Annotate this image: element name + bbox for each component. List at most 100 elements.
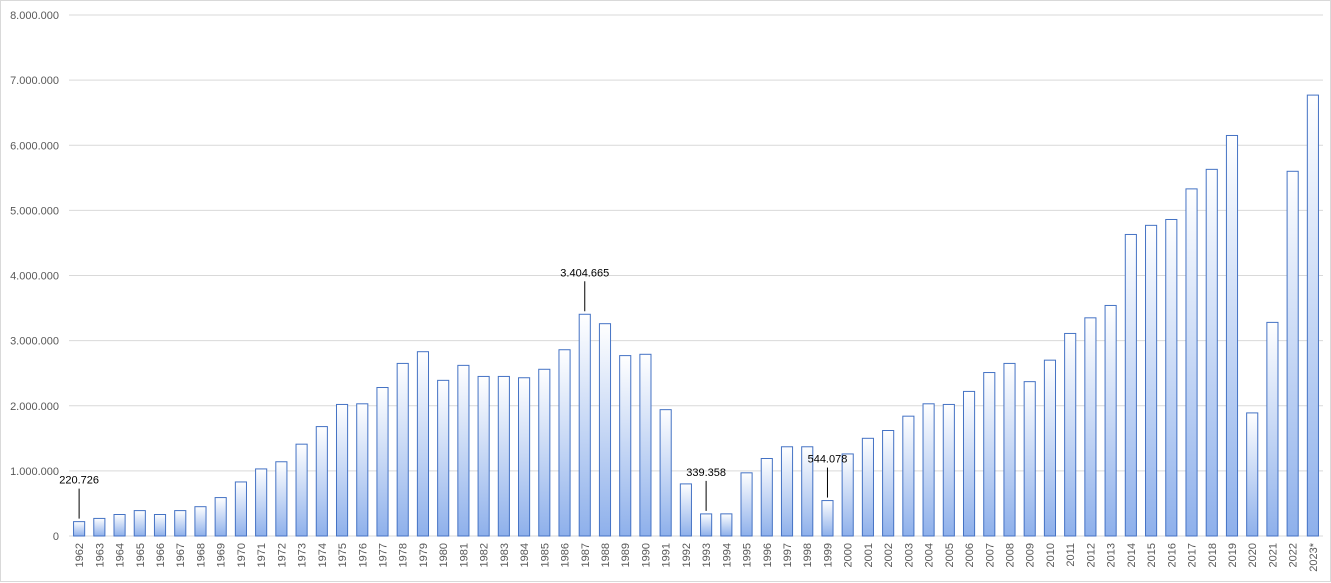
- bar-2012: [1084, 317, 1097, 537]
- bar-2000: [841, 453, 854, 537]
- x-tick-label: 2007: [984, 543, 996, 567]
- bar-1962: [73, 521, 86, 537]
- bar-2002: [882, 430, 895, 537]
- x-tick-label: 2003: [903, 543, 915, 567]
- x-tick-label: 1971: [256, 543, 268, 567]
- y-axis: 0 1.000.000 2.000.000 3.000.000 4.000.000 5.0…: [10, 10, 59, 543]
- bar-1978: [396, 362, 409, 537]
- x-tick-label: 2016: [1166, 543, 1178, 567]
- data-label: 220.726: [59, 475, 99, 487]
- bar-1992: [679, 483, 692, 537]
- bar-2011: [1064, 332, 1077, 537]
- x-tick-label: 2004: [924, 543, 936, 567]
- x-tick-label: 1997: [782, 543, 794, 567]
- bar-1970: [234, 481, 247, 537]
- x-tick-label: 1989: [620, 543, 632, 567]
- bar-2017: [1185, 188, 1198, 537]
- x-tick-label: 1987: [580, 543, 592, 567]
- y-tick-label: 3.000.000: [10, 336, 59, 348]
- bar-2004: [922, 403, 935, 537]
- bar-1974: [315, 426, 328, 537]
- bar-2020: [1246, 412, 1259, 537]
- bar-1964: [113, 514, 126, 537]
- bar-1983: [497, 375, 510, 537]
- x-tick-label: 1974: [317, 543, 329, 567]
- bar-1965: [133, 510, 146, 537]
- bar-1996: [760, 458, 773, 537]
- bar-2016: [1165, 218, 1178, 537]
- bar-1982: [477, 375, 490, 537]
- x-tick-label: 2014: [1126, 543, 1138, 567]
- y-tick-label: 0: [53, 531, 59, 543]
- x-tick-label: 2022: [1288, 543, 1300, 567]
- x-tick-label: 1973: [297, 543, 309, 567]
- bar-2018: [1205, 168, 1218, 537]
- bar-1969: [214, 497, 227, 537]
- data-label: 544.078: [808, 454, 848, 466]
- x-tick-label: 1988: [600, 543, 612, 567]
- bar-1967: [174, 510, 187, 537]
- x-tick-label: 1969: [216, 543, 228, 567]
- x-tick-label: 1976: [357, 543, 369, 567]
- bar-2008: [1003, 362, 1016, 537]
- bar-2010: [1043, 359, 1057, 537]
- x-tick-label: 2002: [883, 543, 895, 567]
- bar-2007: [983, 372, 996, 537]
- x-tick-label: 1999: [822, 543, 834, 567]
- bar-1979: [416, 351, 430, 537]
- bar-2003: [902, 415, 915, 537]
- bar-2021: [1266, 321, 1279, 537]
- bar-2001: [861, 437, 874, 537]
- x-tick-label: 2023*: [1308, 542, 1320, 571]
- x-tick-label: 1991: [661, 543, 673, 567]
- bars: [73, 94, 1319, 537]
- bar-2013: [1104, 304, 1117, 537]
- x-tick-label: 1994: [721, 543, 733, 567]
- bar-2022: [1286, 170, 1299, 537]
- y-tick-label: 6.000.000: [10, 140, 59, 152]
- bar-1994: [720, 513, 733, 537]
- bar-2015: [1145, 224, 1158, 537]
- bar-2019: [1225, 134, 1239, 537]
- bar-1966: [153, 514, 167, 537]
- x-tick-label: 2013: [1106, 543, 1118, 567]
- bar-1998: [801, 446, 814, 537]
- bar-1991: [659, 409, 672, 537]
- x-tick-label: 1990: [640, 543, 652, 567]
- y-tick-label: 2.000.000: [10, 401, 59, 413]
- x-tick-label: 2017: [1187, 543, 1199, 567]
- bar-1995: [740, 472, 753, 537]
- x-tick-label: 2021: [1267, 543, 1279, 567]
- x-tick-label: 2012: [1085, 543, 1097, 567]
- x-tick-label: 2018: [1207, 543, 1219, 567]
- x-tick-label: 2019: [1227, 543, 1239, 567]
- x-tick-label: 1985: [539, 543, 551, 567]
- bar-2006: [962, 390, 976, 537]
- x-tick-label: 1975: [337, 543, 349, 567]
- bar-1999: [821, 500, 834, 537]
- bar-1963: [93, 517, 106, 537]
- x-tick-label: 1980: [438, 543, 450, 567]
- x-tick-label: 1986: [560, 543, 572, 567]
- x-axis: 1962 1963 1964 1965 1966 1967 1968 1969 1970 1971…: [74, 542, 1320, 571]
- bar-1985: [538, 368, 551, 537]
- x-tick-label: 1978: [398, 543, 410, 567]
- bar-1981: [457, 364, 470, 537]
- bar-1968: [194, 506, 207, 537]
- x-tick-label: 2010: [1045, 543, 1057, 567]
- bar-1977: [376, 387, 389, 537]
- x-tick-label: 2020: [1247, 543, 1259, 567]
- x-tick-label: 2011: [1065, 543, 1077, 567]
- y-tick-label: 4.000.000: [10, 271, 59, 283]
- x-tick-label: 1965: [135, 543, 147, 567]
- x-tick-label: 1982: [479, 543, 491, 567]
- x-tick-label: 1995: [742, 543, 754, 567]
- bar-1972: [275, 461, 288, 537]
- bar-1989: [619, 355, 632, 537]
- x-tick-label: 1968: [195, 543, 207, 567]
- bar-2009: [1023, 381, 1036, 537]
- x-tick-label: 2000: [843, 543, 855, 567]
- x-tick-label: 2005: [944, 543, 956, 567]
- x-tick-label: 1963: [94, 543, 106, 567]
